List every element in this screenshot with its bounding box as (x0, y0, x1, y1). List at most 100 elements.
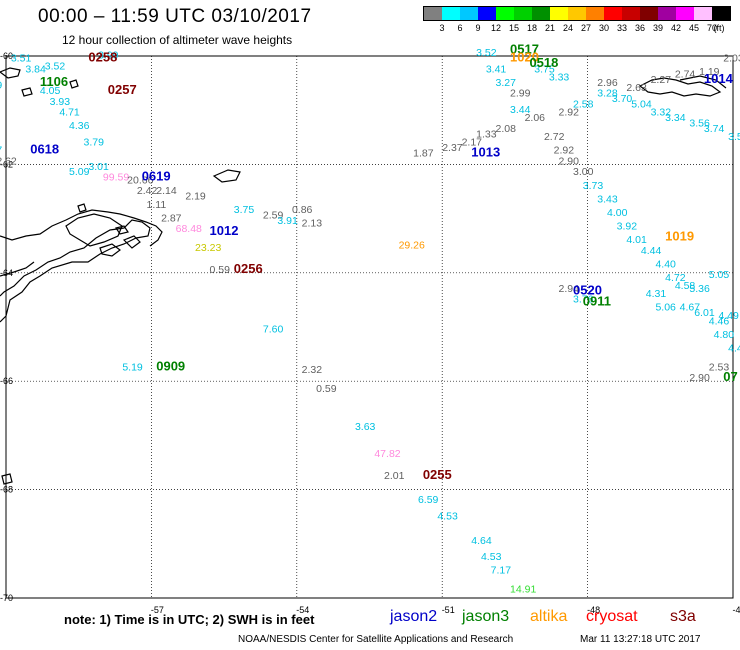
legend-swatch (604, 7, 622, 20)
wave-height-value: 2.13 (302, 218, 323, 230)
wave-height-value: 2.14 (156, 185, 177, 197)
legend-swatch (568, 7, 586, 20)
lat-tick-label: -68 (0, 485, 13, 495)
legend-bin-label: 39 (652, 23, 663, 33)
wave-height-value: 5.17 (0, 145, 2, 157)
wave-height-value: 2.01 (384, 470, 405, 482)
wave-height-value: 4.29 (0, 80, 2, 92)
map-grid: -57 -54 -51 -48 -45 -60 -62 -64 -66 -68 -70 (0, 51, 740, 615)
legend-bin-label: 15 (508, 23, 519, 33)
map-subtitle: 12 hour collection of altimeter wave hei… (62, 33, 293, 47)
wave-height-value: 3.84 (25, 63, 46, 75)
legend-swatch (478, 7, 496, 20)
wave-height-value: 3.27 (496, 77, 517, 89)
pass-time-label: 1012 (210, 223, 239, 238)
legend-labels: 3 6 9 12 15 18 21 24 27 30 33 36 39 42 45 70 (ft) (423, 21, 731, 33)
legend-unit: (ft) (713, 23, 725, 33)
coast-segment-left (0, 261, 35, 277)
islet-c (1, 473, 13, 485)
wave-height-measurements: 3.513.993.843.524.294.053.934.714.363.79… (0, 47, 740, 596)
small-island-2 (122, 235, 141, 249)
pass-time-label: 0911 (583, 293, 611, 308)
wave-height-value: 6.01 (694, 307, 715, 319)
legend-swatch (532, 7, 550, 20)
wave-height-value: 0.59 (210, 264, 231, 276)
legend-swatch (622, 7, 640, 20)
wave-height-value: 4.40 (655, 258, 676, 270)
legend-bin-label: 33 (616, 23, 627, 33)
satellite-legend-jason2: jason2 (390, 608, 438, 625)
wave-height-value: 5.05 (709, 269, 730, 281)
wave-height-value: 3.99 (98, 50, 119, 62)
legend-swatch (712, 7, 730, 20)
wave-height-value: 3.75 (234, 204, 255, 216)
pass-time-label: 0619 (142, 169, 171, 184)
wave-height-value: 3.56 (689, 117, 710, 129)
south-orkney-islands (638, 77, 722, 97)
lon-tick-label: -45 (732, 605, 740, 615)
legend-swatch (514, 7, 532, 20)
pass-time-label: 0257 (108, 82, 137, 97)
wave-height-value: 4.72 (665, 272, 686, 284)
wave-height-value: 4.46 (709, 315, 730, 327)
wave-height-value: 2.90 (689, 372, 710, 384)
legend-bin-label: 6 (457, 23, 463, 33)
wave-height-value: 2.87 (161, 212, 182, 224)
antarctic-peninsula-tip (0, 209, 163, 247)
pass-time-label: 0255 (423, 467, 452, 482)
wave-height-value: 4.31 (646, 288, 667, 300)
small-island-1 (99, 243, 121, 257)
wave-height-value: 4.64 (471, 535, 492, 547)
wave-height-value: 1.11 (147, 199, 167, 211)
legend-bin-label: 45 (688, 23, 699, 33)
wave-height-value: 2.99 (510, 88, 531, 100)
islet-b (69, 79, 79, 89)
lat-tick-label: -60 (0, 51, 13, 61)
wave-height-value: 2.72 (544, 131, 565, 143)
wave-height-value: 99.59 (103, 172, 129, 184)
wave-height-value: 3.44 (510, 104, 531, 116)
legend-bin-label: 36 (634, 23, 645, 33)
wave-height-value: 3.73 (583, 180, 604, 192)
wave-height-value: 2.17 (462, 136, 483, 148)
legend-bin-label: 27 (580, 23, 591, 33)
pass-time-label: 1020 (510, 49, 539, 64)
wave-height-value: 5.36 (689, 283, 710, 295)
wave-height-value: 5.19 (122, 361, 143, 373)
footer-note: note: 1) Time is in UTC; 2) SWH is in fe… (64, 612, 315, 627)
wave-height-value: 4.67 (680, 302, 701, 314)
wave-height-value: 2.59 (263, 210, 284, 222)
wave-height-value: 3.75 (534, 63, 555, 75)
legend-bin-label: 9 (475, 23, 481, 33)
small-island-4 (77, 203, 87, 213)
wave-height-value: 2.74 (675, 69, 696, 81)
legend-swatch (658, 7, 676, 20)
wave-height-value: 3.32 (651, 107, 672, 119)
islet-a (21, 87, 33, 97)
south-shetland-islands (0, 219, 151, 323)
wave-height-value: 0.59 (316, 383, 337, 395)
wave-height-value: 1.87 (413, 147, 434, 159)
legend-swatch (640, 7, 658, 20)
wave-height-value: 47.82 (374, 448, 400, 460)
joinville-island (65, 213, 123, 247)
wave-height-value: 4.36 (69, 120, 90, 132)
pass-time-label: 0520 (573, 282, 602, 297)
wave-height-value: 3.92 (617, 220, 638, 232)
land-outlines (0, 67, 727, 485)
lon-tick-label: -51 (442, 605, 455, 615)
map-frame (5, 55, 734, 599)
color-legend: 3 6 9 12 15 18 21 24 27 30 33 36 39 42 45 70 (ft) (423, 6, 731, 33)
legend-bin-label: 42 (670, 23, 681, 33)
wave-height-value: 7.17 (491, 565, 512, 577)
wave-height-value: 1.33 (476, 128, 497, 140)
wave-height-value: 4.44 (641, 245, 662, 257)
lon-tick-label: -54 (296, 605, 309, 615)
wave-height-value: 14.91 (510, 584, 536, 596)
wave-height-value: 3.74 (704, 123, 725, 135)
lat-tick-label: -64 (0, 268, 13, 278)
wave-height-value: 3.28 (597, 88, 618, 100)
pass-time-label: 0258 (88, 49, 117, 64)
wave-height-value: 23.23 (195, 242, 221, 254)
wave-height-value: 5.04 (631, 98, 652, 110)
